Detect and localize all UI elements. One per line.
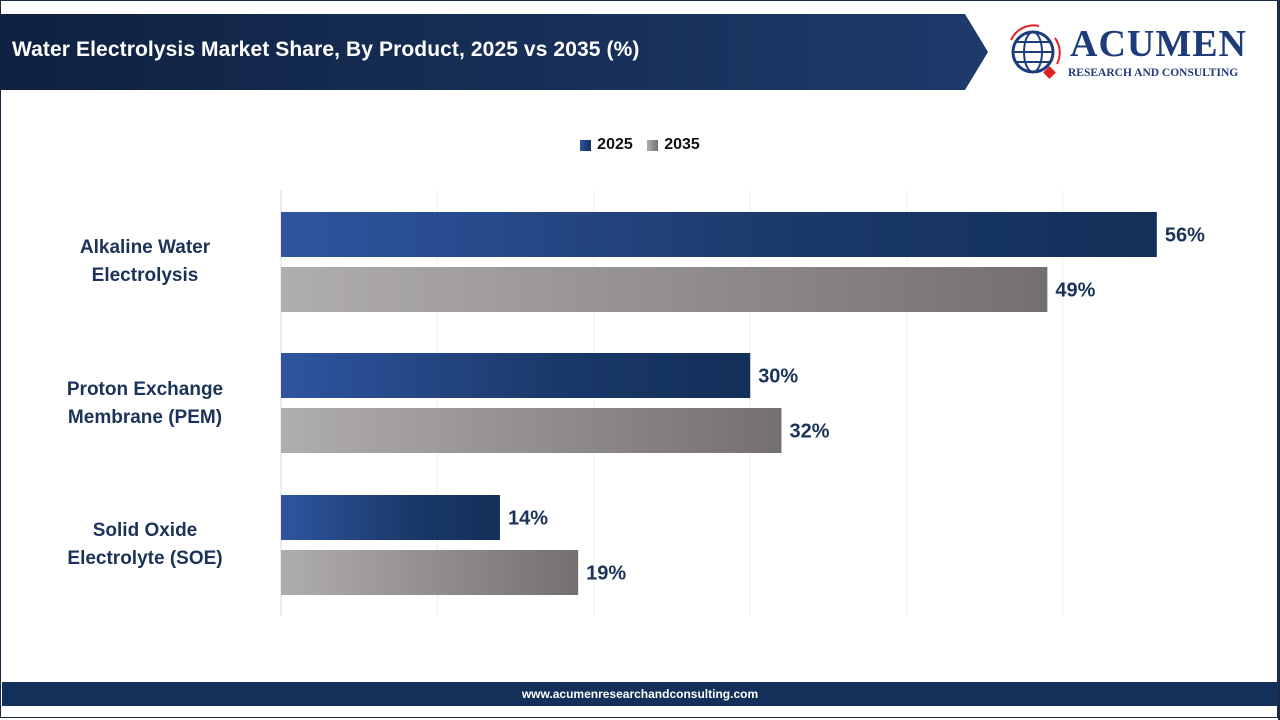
logo-name: ACUMEN xyxy=(1070,23,1247,65)
chart-title: Water Electrolysis Market Share, By Prod… xyxy=(12,38,640,61)
category-label: Alkaline Water Electrolysis xyxy=(79,237,211,286)
legend-swatch xyxy=(647,139,659,151)
globe-icon xyxy=(1010,24,1061,79)
legend-item-2025: 2025 xyxy=(580,136,633,154)
acumen-logo: ACUMEN RESEARCH AND CONSULTING xyxy=(1005,22,1265,84)
frame-border xyxy=(1278,0,1280,720)
logo-tagline: RESEARCH AND CONSULTING xyxy=(1068,67,1239,79)
header-banner xyxy=(0,14,988,90)
legend-swatch xyxy=(580,139,592,151)
legend-label: 2025 xyxy=(597,136,633,153)
category-label: Proton Exchange Membrane (PEM) xyxy=(66,379,224,428)
legend: 2025 2035 xyxy=(0,136,1280,156)
legend-label: 2035 xyxy=(664,136,700,153)
legend-item-2035: 2035 xyxy=(647,136,700,154)
footer-url: www.acumenresearchandconsulting.com xyxy=(2,682,1278,706)
category-label: Solid Oxide Electrolyte (SOE) xyxy=(67,520,223,569)
